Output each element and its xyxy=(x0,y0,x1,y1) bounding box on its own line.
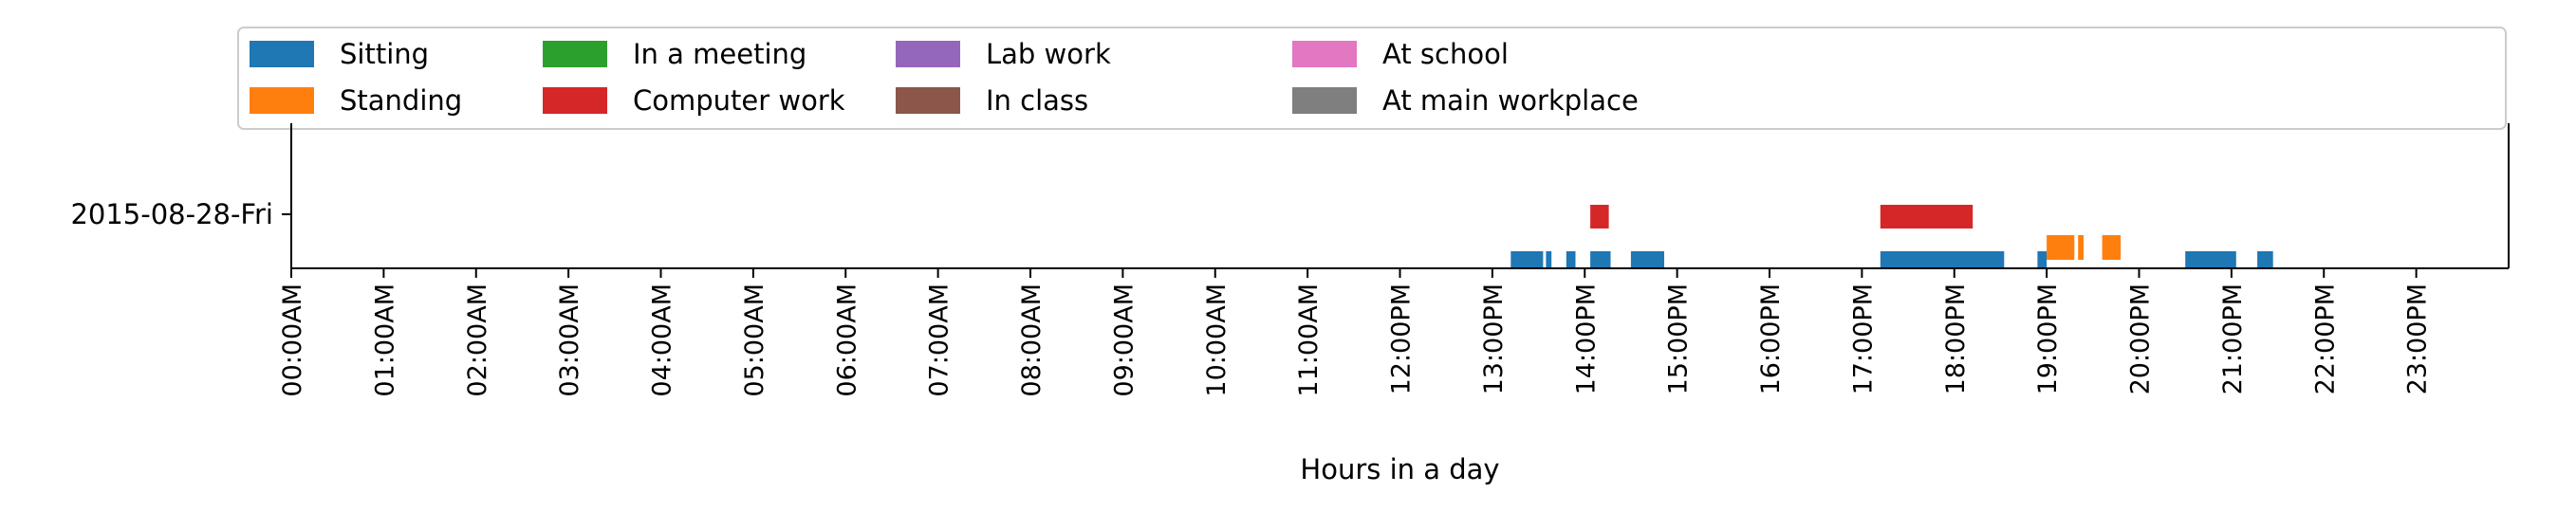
bar-sitting xyxy=(2185,251,2236,268)
x-tick-label: 15:00PM xyxy=(1664,283,1694,394)
bar-computer-work xyxy=(1590,205,1609,229)
x-tick-label: 21:00PM xyxy=(2218,283,2248,394)
x-tick-label: 06:00AM xyxy=(832,283,862,397)
x-tick-label: 20:00PM xyxy=(2126,283,2156,394)
x-tick-label: 02:00AM xyxy=(463,283,492,397)
x-tick-label: 09:00AM xyxy=(1109,283,1139,397)
x-tick-label: 05:00AM xyxy=(740,283,769,397)
bar-sitting xyxy=(1880,251,2005,268)
legend-swatch-in-a-meeting xyxy=(543,41,607,67)
legend-swatch-standing xyxy=(250,87,314,114)
bar-computer-work xyxy=(1880,205,1974,229)
x-tick-label: 08:00AM xyxy=(1017,283,1047,397)
chart-axes xyxy=(290,123,2510,269)
legend-label-standing: Standing xyxy=(340,84,462,117)
x-tick-label: 07:00AM xyxy=(925,283,954,397)
x-tick-label: 14:00PM xyxy=(1571,283,1601,394)
legend-swatch-computer-work xyxy=(543,87,607,114)
legend-label-computer-work: Computer work xyxy=(633,84,845,117)
x-ticks: 00:00AM 01:00AM 02:00AM 03:00AM 04:00AM 05:00… xyxy=(278,268,2433,397)
legend-label-lab-work: Lab work xyxy=(986,38,1111,70)
bar-standing xyxy=(2047,235,2075,260)
y-tick-label: 2015-08-28-Fri xyxy=(70,198,273,230)
legend-swatch-in-class xyxy=(896,87,960,114)
x-tick-label: 23:00PM xyxy=(2403,283,2433,394)
legend-swatch-at-main-workplace xyxy=(1292,87,1357,114)
x-tick-label: 12:00PM xyxy=(1387,283,1417,394)
legend: Sitting Standing In a meeting Computer work… xyxy=(237,27,2507,130)
x-tick-label: 10:00AM xyxy=(1202,283,1232,397)
x-tick-label: 04:00AM xyxy=(648,283,677,397)
legend-swatch-lab-work xyxy=(896,41,960,67)
bar-sitting xyxy=(2037,251,2048,268)
x-tick-label: 19:00PM xyxy=(2033,283,2063,394)
x-tick-label: 03:00AM xyxy=(555,283,584,397)
x-tick-label: 01:00AM xyxy=(370,283,399,397)
x-tick-label: 13:00PM xyxy=(1479,283,1509,394)
bar-sitting xyxy=(1510,251,1544,268)
legend-label-in-class: In class xyxy=(986,84,1088,117)
chart-marks xyxy=(1510,205,2273,268)
bar-standing xyxy=(2078,235,2084,260)
x-tick-label: 00:00AM xyxy=(278,283,307,397)
x-tick-label: 17:00PM xyxy=(1848,283,1878,394)
bar-sitting xyxy=(1566,251,1576,268)
bar-sitting xyxy=(1590,251,1611,268)
legend-swatch-sitting xyxy=(250,41,314,67)
bar-sitting xyxy=(1630,251,1664,268)
bar-sitting xyxy=(1546,251,1552,268)
y-ticks: 2015-08-28-Fri xyxy=(70,198,291,230)
legend-frame xyxy=(237,27,2507,130)
bar-sitting xyxy=(2257,251,2273,268)
legend-swatch-at-school xyxy=(1292,41,1357,67)
legend-label-sitting: Sitting xyxy=(340,38,429,70)
x-axis-label: Hours in a day xyxy=(1300,453,1499,485)
legend-label-at-school: At school xyxy=(1382,38,1509,70)
legend-label-in-a-meeting: In a meeting xyxy=(633,38,806,70)
x-tick-label: 22:00PM xyxy=(2310,283,2340,394)
legend-label-at-main-workplace: At main workplace xyxy=(1382,84,1639,117)
x-tick-label: 16:00PM xyxy=(1756,283,1786,394)
x-tick-label: 11:00AM xyxy=(1294,283,1324,397)
x-tick-label: 18:00PM xyxy=(1941,283,1971,394)
bar-standing xyxy=(2102,235,2122,260)
